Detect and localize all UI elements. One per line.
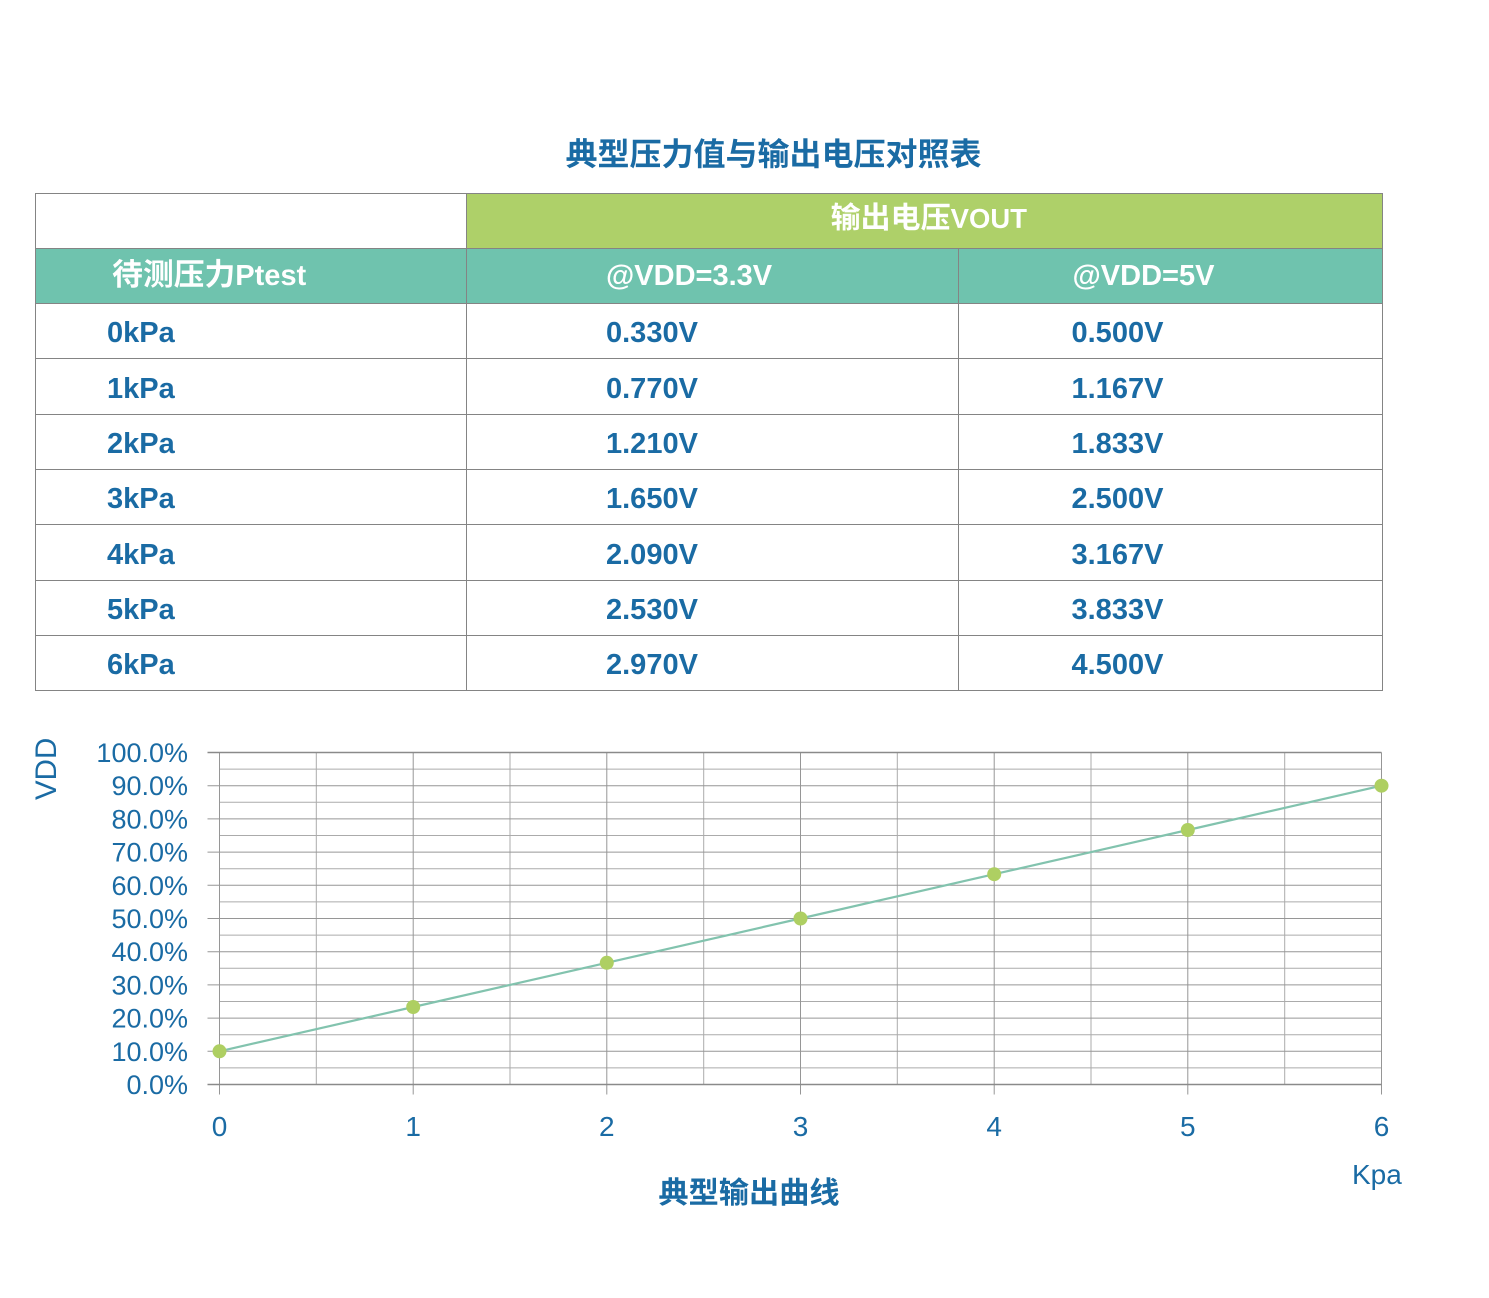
svg-text:30.0%: 30.0%: [111, 970, 188, 1000]
svg-text:0.0%: 0.0%: [126, 1070, 188, 1100]
svg-text:100.0%: 100.0%: [96, 738, 188, 768]
svg-text:2: 2: [599, 1111, 615, 1142]
svg-text:VDD: VDD: [30, 738, 63, 800]
svg-text:20.0%: 20.0%: [111, 1004, 188, 1034]
svg-text:40.0%: 40.0%: [111, 937, 188, 967]
svg-text:Kpa: Kpa: [1352, 1159, 1402, 1190]
svg-text:70.0%: 70.0%: [111, 838, 188, 868]
svg-text:1: 1: [405, 1111, 421, 1142]
svg-text:50.0%: 50.0%: [111, 904, 188, 934]
svg-text:6: 6: [1374, 1111, 1390, 1142]
svg-text:4: 4: [986, 1111, 1002, 1142]
svg-text:0: 0: [212, 1111, 228, 1142]
svg-text:3: 3: [793, 1111, 809, 1142]
svg-text:80.0%: 80.0%: [111, 804, 188, 834]
svg-text:10.0%: 10.0%: [111, 1037, 188, 1067]
svg-text:90.0%: 90.0%: [111, 771, 188, 801]
svg-text:5: 5: [1180, 1111, 1196, 1142]
svg-text:60.0%: 60.0%: [111, 871, 188, 901]
